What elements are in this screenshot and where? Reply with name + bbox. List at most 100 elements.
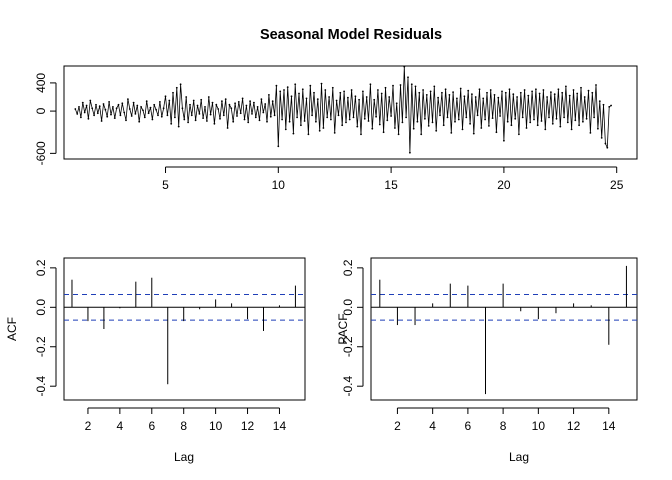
residuals-point xyxy=(172,91,174,94)
residuals-point xyxy=(386,119,389,122)
residuals-point xyxy=(448,94,451,96)
residuals-point xyxy=(331,86,334,89)
acf-y-axis-label: ACF xyxy=(5,317,19,341)
residuals-point xyxy=(418,91,421,94)
residuals-point xyxy=(117,103,120,106)
residuals-point xyxy=(572,89,575,91)
residuals-point xyxy=(168,99,171,102)
residuals-point xyxy=(147,112,150,115)
residuals-point xyxy=(213,122,216,125)
residuals-point xyxy=(480,127,483,129)
residuals-point xyxy=(222,114,225,117)
residuals-point xyxy=(123,111,126,114)
residuals-point xyxy=(439,114,441,117)
residuals-point xyxy=(237,101,240,103)
residuals-point xyxy=(589,132,592,134)
pacf-x-tick-label: 10 xyxy=(532,419,546,433)
residuals-point xyxy=(488,125,490,127)
residuals-point xyxy=(145,100,148,103)
residuals-point xyxy=(431,121,434,124)
residuals-point xyxy=(138,120,141,123)
residuals-point xyxy=(553,93,556,96)
pacf-y-tick-label: 0.2 xyxy=(341,259,355,276)
pacf-x-tick-label: 2 xyxy=(394,419,401,433)
residuals-point xyxy=(610,104,612,107)
residuals-point xyxy=(454,120,456,123)
residuals-point xyxy=(187,121,190,124)
residuals-point xyxy=(474,96,477,98)
residuals-point xyxy=(217,108,220,110)
residuals-point xyxy=(456,97,458,100)
residuals-point xyxy=(512,93,515,96)
residuals-point xyxy=(247,121,250,124)
residuals-point xyxy=(493,94,496,96)
residuals-point xyxy=(559,125,562,128)
acf-y-tick-label: -0.2 xyxy=(34,336,48,357)
residuals-point xyxy=(403,65,406,68)
residuals-point xyxy=(328,96,330,98)
residuals-point xyxy=(412,127,415,130)
residuals-point xyxy=(130,115,133,117)
residuals-point xyxy=(300,124,302,127)
residuals-point xyxy=(157,114,159,117)
residuals-point xyxy=(313,91,315,94)
residuals-point xyxy=(136,104,139,107)
residuals-point xyxy=(243,118,246,121)
residuals-point xyxy=(271,100,274,103)
residuals-point xyxy=(100,120,103,122)
residuals-point xyxy=(266,120,268,123)
residuals-point xyxy=(555,117,558,120)
residuals-point xyxy=(367,120,370,122)
residuals-point xyxy=(542,89,545,91)
residuals-point xyxy=(113,117,116,119)
residuals-point xyxy=(442,124,445,127)
residuals-point xyxy=(95,103,97,106)
residuals-point xyxy=(504,91,507,94)
residuals-point xyxy=(159,101,161,103)
residuals-point xyxy=(563,116,565,119)
residuals-point xyxy=(516,96,518,98)
residuals-point xyxy=(591,91,594,94)
residuals-point xyxy=(215,103,218,106)
residuals-point xyxy=(320,82,323,85)
residuals-point xyxy=(87,117,90,120)
residuals-point xyxy=(414,85,417,88)
residuals-point xyxy=(461,128,464,131)
residuals-point xyxy=(578,124,580,127)
pacf-y-tick-label: -0.2 xyxy=(341,336,355,357)
residuals-point xyxy=(450,132,453,134)
residuals-point xyxy=(356,125,359,128)
residuals-point xyxy=(441,91,443,94)
residuals-point xyxy=(170,122,173,125)
residuals-point xyxy=(143,116,146,119)
residuals-point xyxy=(132,101,135,104)
residuals-point xyxy=(134,113,137,115)
residuals-point xyxy=(108,101,110,103)
residuals-point xyxy=(401,121,404,124)
residuals-point xyxy=(179,83,182,86)
residuals-point xyxy=(420,133,423,136)
residuals-series-line xyxy=(74,66,612,153)
residuals-point xyxy=(399,84,402,86)
residuals-point xyxy=(155,108,158,111)
residuals-point xyxy=(174,116,176,119)
residuals-point xyxy=(566,121,569,124)
acf-y-tick-label: -0.4 xyxy=(34,376,48,397)
residuals-point xyxy=(435,129,438,132)
residuals-point xyxy=(394,127,396,129)
residuals-point xyxy=(96,112,99,115)
residuals-point xyxy=(89,99,92,102)
residuals-point xyxy=(437,96,439,99)
residuals-point xyxy=(452,91,454,93)
residuals-point xyxy=(360,133,362,136)
residuals-point xyxy=(284,128,287,131)
residuals-point xyxy=(149,106,152,109)
residuals-point xyxy=(189,103,191,106)
residuals-point xyxy=(548,116,550,119)
residuals-point xyxy=(602,103,605,106)
residuals-plot-frame xyxy=(63,65,638,160)
residuals-point xyxy=(277,145,280,148)
residuals-point xyxy=(74,108,77,110)
residuals-point xyxy=(335,99,338,102)
acf-x-tick-label: 4 xyxy=(117,419,124,433)
